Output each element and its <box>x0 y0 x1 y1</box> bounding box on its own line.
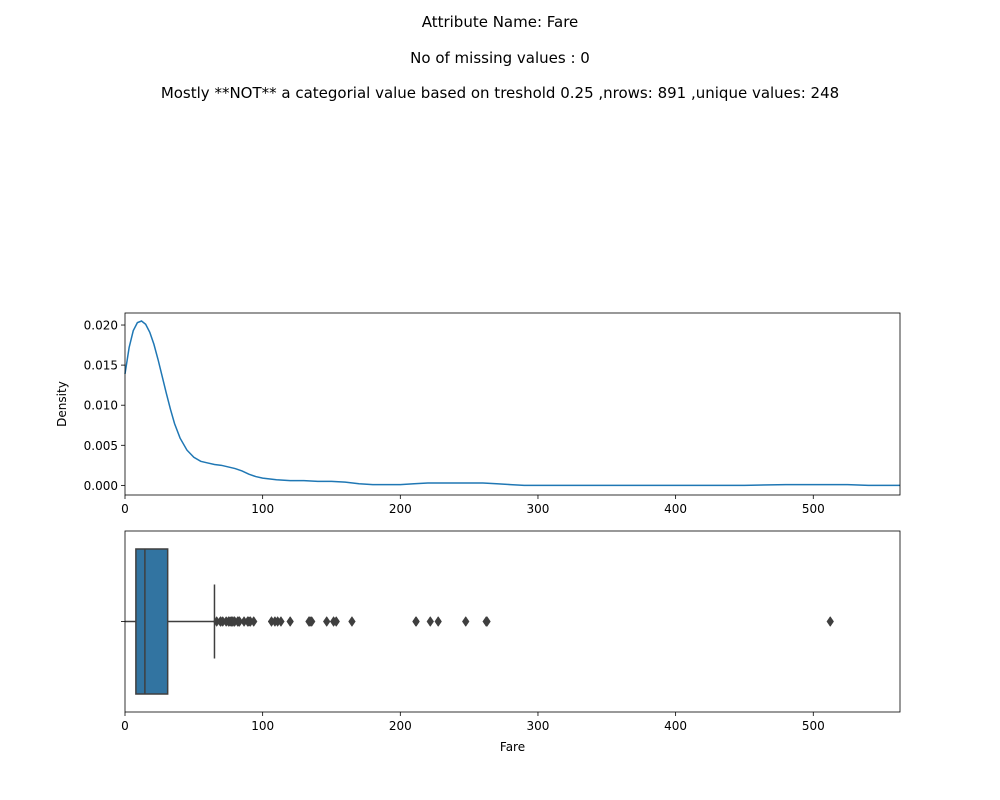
box-x-label: Fare <box>500 740 525 754</box>
box-plot-outliers <box>212 616 834 627</box>
density-x-tick-label: 500 <box>802 502 825 516</box>
density-y-tick-label: 0.020 <box>84 319 118 333</box>
density-y-tick-label: 0.010 <box>84 399 118 413</box>
box-x-tick-label: 400 <box>664 719 687 733</box>
density-x-tick-label: 100 <box>251 502 274 516</box>
box-outlier-point <box>426 616 434 627</box>
density-y-tick-label: 0.000 <box>84 479 118 493</box>
box-outlier-point <box>332 616 340 627</box>
density-series-line <box>124 320 900 487</box>
attribute-name-title: Attribute Name: Fare <box>421 13 579 31</box>
box-x-tick-label: 0 <box>121 719 129 733</box>
box-x-tick-label: 100 <box>251 719 274 733</box>
density-x-tick-label: 300 <box>527 502 550 516</box>
missing-values-title: No of missing values : 0 <box>410 49 590 67</box>
density-y-ticks: 0.000 0.005 0.010 0.015 0.020 <box>84 319 125 493</box>
box-outlier-point <box>412 616 420 627</box>
box-x-tick-label: 500 <box>802 719 825 733</box>
box-outlier-point <box>434 616 442 627</box>
box-outlier-point <box>277 616 285 627</box>
categorical-summary-title: Mostly **NOT** a categorial value based … <box>160 84 840 102</box>
box-plot-elements <box>121 548 216 695</box>
density-axes-frame <box>124 312 901 496</box>
box-outlier-point <box>826 616 834 627</box>
box-x-ticks: 0 100 200 300 400 500 <box>121 712 825 733</box>
density-x-tick-label: 200 <box>389 502 412 516</box>
density-x-tick-label: 400 <box>664 502 687 516</box>
box-x-tick-label: 200 <box>389 719 412 733</box>
density-y-tick-label: 0.005 <box>84 439 118 453</box>
density-y-tick-label: 0.015 <box>84 359 118 373</box>
density-x-ticks: 0 100 200 300 400 500 <box>121 495 825 516</box>
density-y-label: Density <box>55 381 69 427</box>
box-outlier-point <box>483 616 491 627</box>
box-axes-frame <box>124 530 901 713</box>
box-outlier-point <box>307 616 316 627</box>
box-outlier-point <box>250 616 258 627</box>
box-outlier-point <box>462 616 470 627</box>
box-plot-chart: 0 100 200 300 400 500 Fare <box>121 530 901 754</box>
density-x-tick-label: 0 <box>121 502 129 516</box>
box-iqr-rect <box>135 548 169 695</box>
box-outlier-point <box>322 616 331 627</box>
box-outlier-point <box>348 616 356 627</box>
box-x-tick-label: 300 <box>527 719 550 733</box>
density-chart: 0.000 0.005 0.010 0.015 0.020 0 100 200 300 400 5… <box>55 312 901 516</box>
box-outlier-point <box>286 616 294 627</box>
